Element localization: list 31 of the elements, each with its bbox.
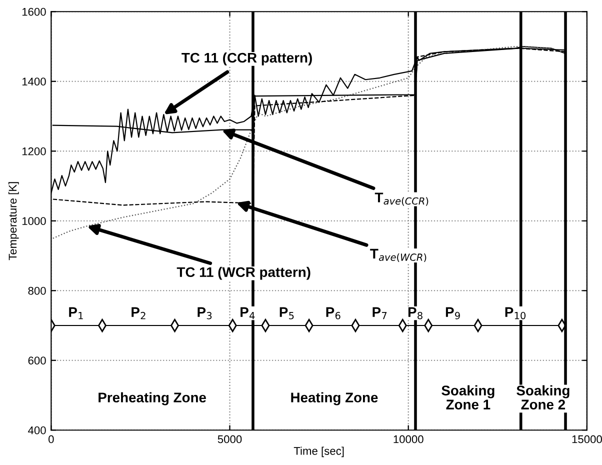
annotation: Heating Zone — [291, 392, 378, 406]
annotation: P$_{7}$ — [372, 307, 387, 320]
x-tick-label: 0 — [48, 435, 54, 444]
annotation: P$_{1}$ — [69, 307, 83, 320]
y-tick-label: 1000 — [22, 217, 46, 226]
annotation: Preheating Zone — [98, 392, 206, 406]
annotation: P$_{9}$ — [446, 307, 460, 320]
annotation: T$_{ave(WCR)}$ — [370, 248, 426, 262]
annotation: Soaking Zone 2 — [516, 385, 570, 410]
y-axis-title: Temperature [K] — [8, 182, 19, 260]
y-tick-label: 1200 — [22, 147, 46, 156]
x-tick-label: 5000 — [218, 435, 242, 444]
annotation: P$_{6}$ — [326, 307, 340, 320]
x-axis-title: Time [sec] — [294, 446, 344, 458]
annotation: P$_{5}$ — [280, 307, 294, 320]
annotation: Soaking Zone 1 — [442, 385, 494, 410]
annotation: TC 11 (WCR pattern) — [176, 266, 310, 280]
annotation: P$_{2}$ — [132, 307, 146, 320]
annotation: P$_{10}$ — [505, 307, 526, 320]
x-tick-label: 10000 — [394, 435, 424, 444]
y-tick-label: 800 — [28, 286, 46, 295]
annotation: P$_{3}$ — [198, 307, 212, 320]
x-tick-label: 15000 — [572, 435, 602, 444]
y-tick-label: 400 — [28, 426, 46, 434]
annotation: P$_{8}$ — [408, 307, 422, 320]
y-tick-label: 600 — [28, 356, 46, 365]
annotation: TC 11 (CCR pattern) — [182, 52, 312, 66]
y-tick-label: 1400 — [22, 78, 46, 86]
y-tick-label: 1600 — [22, 8, 46, 16]
annotation: P$_{4}$ — [240, 307, 255, 320]
annotation: T$_{ave(CCR)}$ — [374, 192, 428, 206]
